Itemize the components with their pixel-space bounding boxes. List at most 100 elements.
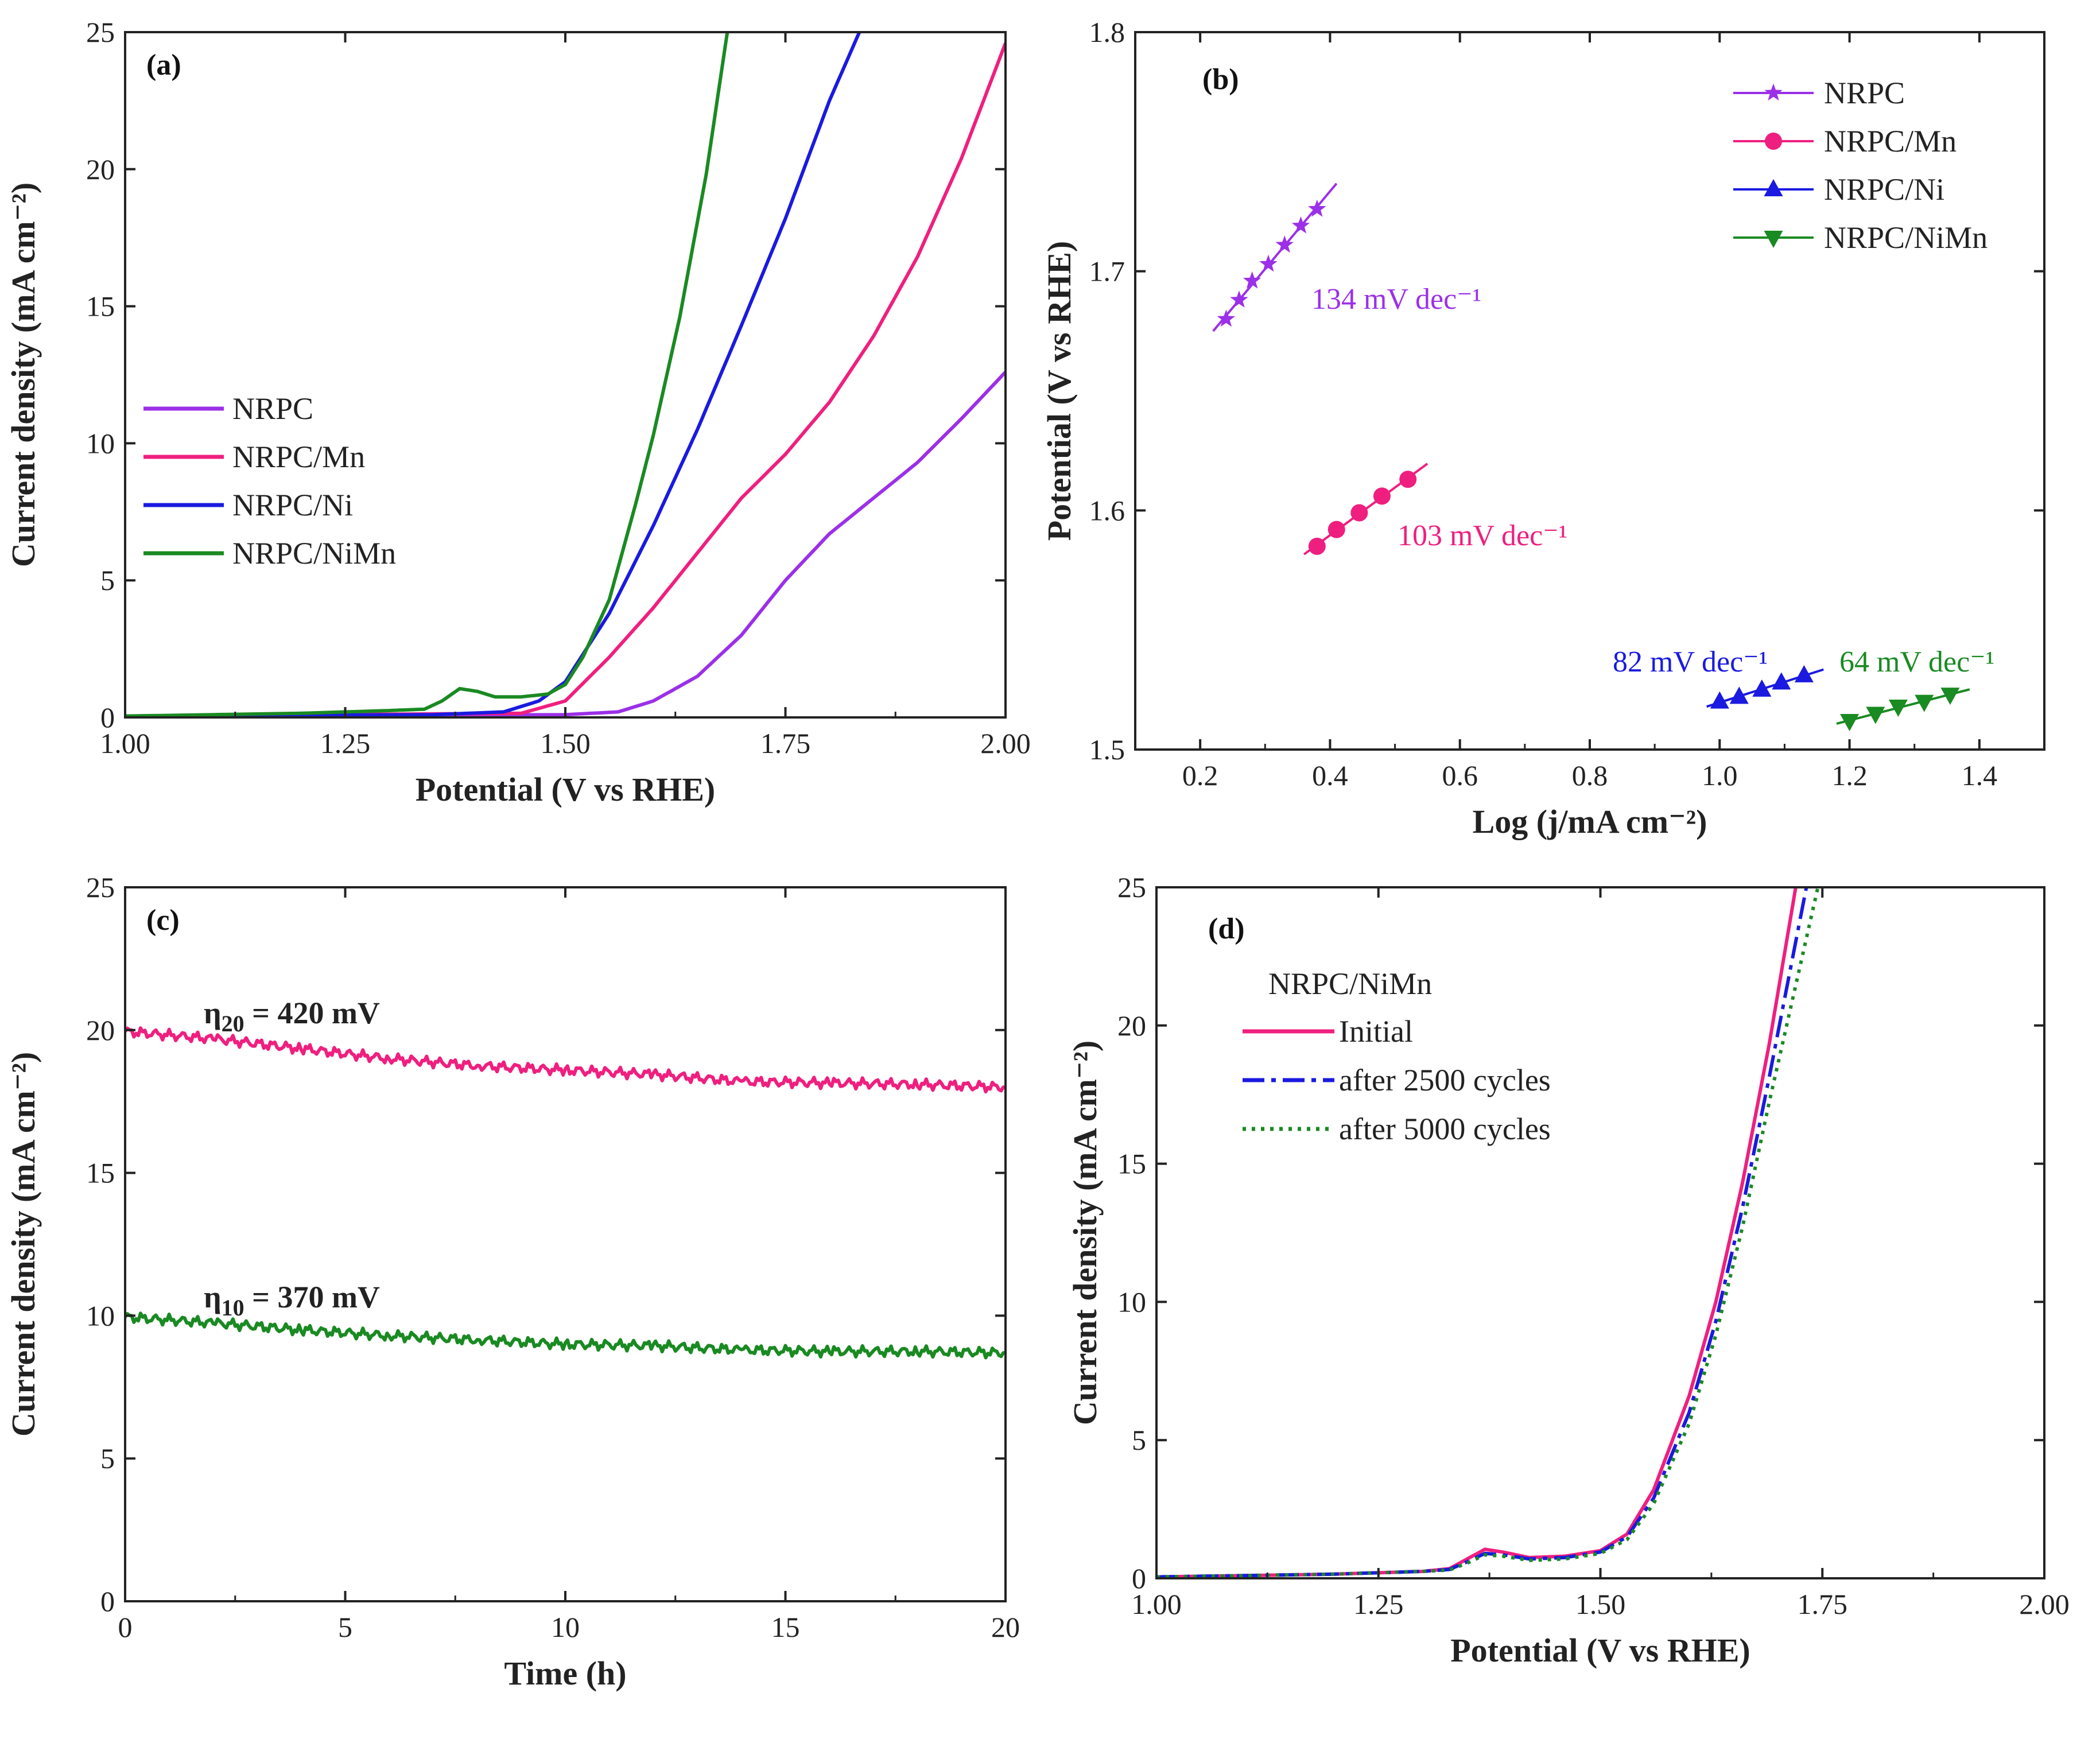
- y-axis-title: Current density (mA cm⁻²): [1066, 1041, 1104, 1425]
- legend-label: NRPC/NiMn: [232, 536, 396, 570]
- x-tick-label: 1.75: [1798, 1588, 1848, 1620]
- legend-label: NRPC/Ni: [232, 488, 353, 522]
- series-line-0: [125, 1026, 1006, 1094]
- y-tick-label: 15: [86, 290, 115, 323]
- y-tick-label: 10: [86, 1299, 115, 1332]
- y-tick-label: 20: [1117, 1010, 1146, 1042]
- marker-point: [1275, 235, 1294, 253]
- y-tick-label: 20: [86, 153, 115, 185]
- series-line-0: [125, 371, 1006, 717]
- tafel-slope-label: 134 mV dec⁻¹: [1311, 283, 1481, 316]
- series-line-0: [1156, 887, 1798, 1578]
- x-tick-label: 1.25: [1353, 1588, 1404, 1620]
- x-tick-label: 0: [118, 1611, 133, 1643]
- y-tick-label: 5: [1132, 1424, 1146, 1456]
- x-tick-label: 2.00: [2019, 1588, 2070, 1620]
- eta-annotation: η20 = 420 mV: [204, 996, 380, 1037]
- legend-marker: [1764, 231, 1783, 248]
- legend-label: NRPC/NiMn: [1824, 220, 1988, 255]
- x-tick-label: 5: [338, 1611, 352, 1643]
- series-line-3: [125, 32, 729, 717]
- panel-d: 1.00 1.25 1.50 1.75 2.00 0 5 10 15 20 25 Potential …: [1066, 871, 2070, 1669]
- marker-point: [1259, 254, 1278, 272]
- eta-annotation: η10 = 370 mV: [204, 1280, 380, 1321]
- plot-area: [125, 32, 1006, 717]
- y-tick-label: 25: [1117, 871, 1146, 903]
- y-tick-label: 10: [1117, 1286, 1146, 1318]
- marker-point: [1729, 686, 1749, 704]
- y-tick-label: 5: [100, 564, 115, 596]
- panel-label: (c): [146, 904, 180, 937]
- plot-area: [125, 1026, 1006, 1360]
- marker-point: [1866, 707, 1885, 724]
- y-axis-title: Current density (mA cm⁻²): [5, 1052, 42, 1437]
- x-tick-label: 1.2: [1831, 759, 1868, 791]
- marker-point: [1243, 271, 1261, 289]
- x-axis-title: Time (h): [504, 1655, 626, 1692]
- panel-label: (a): [146, 49, 181, 81]
- legend-title: NRPC/NiMn: [1268, 966, 1432, 1001]
- marker-point: [1217, 309, 1236, 327]
- y-tick-label: 25: [86, 871, 115, 903]
- legend-label: NRPC: [1824, 76, 1905, 110]
- y-tick-label: 1.7: [1089, 255, 1125, 288]
- x-tick-label: 0.2: [1182, 759, 1218, 791]
- tafel-slope-label: 103 mV dec⁻¹: [1398, 519, 1567, 552]
- series-line-1: [1156, 887, 1808, 1578]
- y-tick-label: 0: [1132, 1562, 1146, 1594]
- marker-point: [1794, 665, 1814, 682]
- marker-point: [1291, 216, 1310, 234]
- x-tick-label: 0.8: [1572, 759, 1608, 791]
- panel-label: (d): [1208, 913, 1245, 945]
- panel-a: 1.00 1.25 1.50 1.75 2.00 0 5 10 15 20 25 Potential …: [5, 16, 1031, 808]
- x-tick-label: 10: [551, 1611, 580, 1643]
- series-line-1: [125, 1311, 1006, 1360]
- x-axis-title: Log (j/mA cm⁻²): [1473, 803, 1707, 840]
- legend-marker: [1764, 179, 1783, 196]
- legend-label: NRPC/Ni: [1824, 172, 1944, 207]
- marker-point: [1752, 679, 1772, 697]
- x-tick-label: 1.75: [760, 727, 811, 759]
- eta-symbol: η: [204, 1280, 222, 1314]
- x-axis-title: Potential (V vs RHE): [1450, 1632, 1750, 1669]
- x-tick-label: 1.50: [1575, 1588, 1626, 1620]
- plot-frame: [124, 31, 1007, 719]
- y-tick-label: 5: [100, 1442, 115, 1474]
- x-axis-title: Potential (V vs RHE): [416, 771, 716, 808]
- marker-point: [1373, 487, 1391, 505]
- x-tick-label: 1.50: [540, 727, 591, 759]
- marker-point: [1915, 694, 1934, 712]
- marker-point: [1350, 504, 1368, 522]
- legend-label: NRPC/Mn: [1824, 124, 1957, 158]
- x-tick-label: 1.4: [1962, 759, 1998, 791]
- y-tick-label: 15: [1117, 1148, 1146, 1180]
- plot-frame: [124, 886, 1007, 1602]
- eta-subscript: 20: [222, 1011, 244, 1037]
- series-line-2: [1156, 887, 1820, 1578]
- panel-b: 0.2 0.4 0.6 0.8 1.0 1.2 1.4 1.5 1.6 1.7 1.8 Log (j/…: [1041, 16, 2045, 840]
- y-tick-label: 25: [86, 16, 115, 48]
- y-axis-title: Current density (mA cm⁻²): [5, 183, 42, 567]
- marker-point: [1940, 688, 1960, 705]
- marker-point: [1772, 672, 1791, 690]
- y-tick-label: 0: [100, 701, 115, 733]
- x-tick-label: 15: [771, 1611, 800, 1643]
- marker-point: [1308, 537, 1326, 555]
- marker-point: [1327, 521, 1345, 538]
- panel-c: 0 5 10 15 20 0 5 10 15 20 25 Time (h) Current densit…: [5, 871, 1020, 1692]
- y-tick-label: 1.6: [1089, 494, 1125, 526]
- y-tick-label: 10: [86, 427, 115, 459]
- x-tick-label: 1.00: [100, 727, 150, 759]
- eta-subscript: 10: [222, 1295, 244, 1321]
- x-tick-label: 0.4: [1312, 759, 1348, 791]
- marker-point: [1230, 290, 1248, 308]
- x-tick-label: 2.00: [980, 727, 1031, 759]
- plot-area: [1212, 183, 1970, 731]
- tafel-slope-label: 64 mV dec⁻¹: [1839, 646, 1994, 678]
- y-tick-label: 1.5: [1089, 733, 1125, 766]
- x-tick-label: 1.0: [1702, 759, 1738, 791]
- legend-label: NRPC/Mn: [232, 440, 365, 474]
- legend-label: NRPC: [232, 391, 313, 426]
- y-tick-label: 1.8: [1089, 16, 1125, 48]
